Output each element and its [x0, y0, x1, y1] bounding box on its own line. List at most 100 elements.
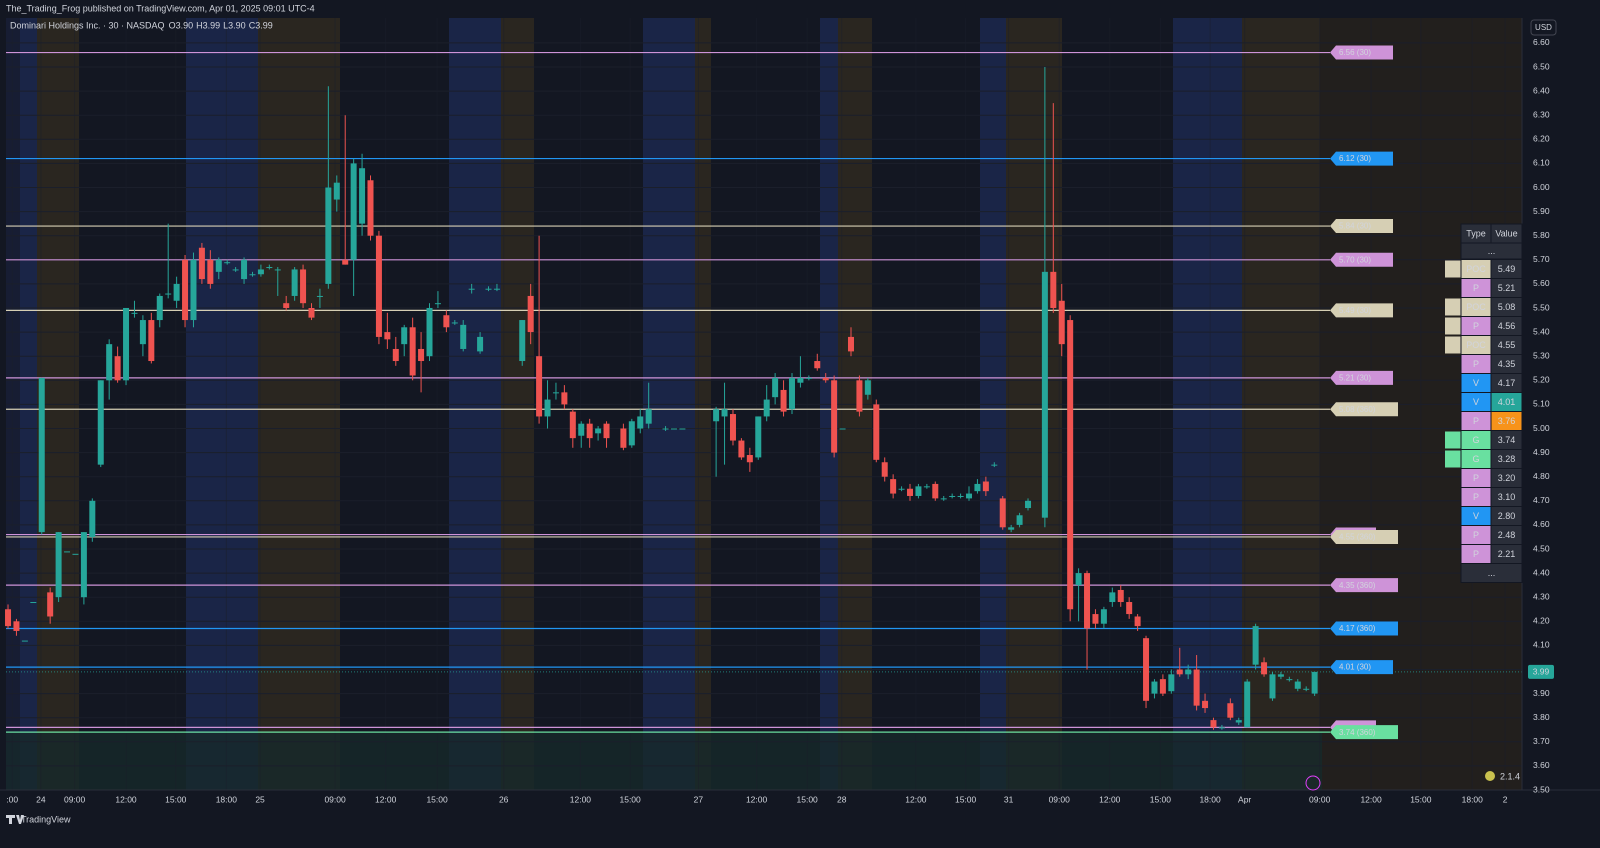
x-tick-label: 15:00 [619, 794, 641, 804]
candle-body [1092, 614, 1099, 624]
level-label: 6.56 (30) [1339, 48, 1371, 57]
publisher: The_Trading_Frog published on TradingVie… [6, 3, 315, 13]
candle-body [1016, 515, 1023, 525]
candle-body [831, 380, 838, 453]
candle-body [763, 399, 770, 417]
candle-body [13, 621, 20, 631]
x-tick-label: 15:00 [1150, 794, 1172, 804]
candle-body [426, 308, 433, 357]
logo [6, 815, 24, 824]
candle-body [1244, 681, 1251, 728]
y-tick-label: 5.40 [1533, 326, 1550, 336]
candle-body [266, 267, 273, 269]
x-tick-label: 15:00 [797, 794, 819, 804]
level-label: 5.70 (30) [1339, 255, 1371, 264]
row-swatch [1445, 317, 1461, 335]
candle-body [1303, 688, 1310, 690]
y-tick-label: 4.40 [1533, 567, 1550, 577]
candle-body [1252, 626, 1259, 665]
candle-body [873, 404, 880, 460]
candle-body [713, 409, 720, 422]
row-value: 5.08 [1498, 302, 1516, 312]
ohlc-value: 3.99 [203, 20, 221, 30]
candle-body [274, 269, 281, 271]
y-tick-label: 4.80 [1533, 471, 1550, 481]
level-tag [1330, 252, 1393, 267]
y-tick-label: 5.50 [1533, 302, 1550, 312]
level-label: 4.17 (360) [1339, 624, 1376, 633]
candle-body [148, 320, 155, 362]
candle-body [1151, 681, 1158, 694]
y-tick-label: 6.00 [1533, 182, 1550, 192]
candle-body [291, 269, 298, 296]
candle-body [552, 392, 559, 394]
candle-body [536, 356, 543, 417]
candle-body [1084, 573, 1091, 629]
candle-body [257, 269, 264, 275]
row-value: 4.01 [1498, 397, 1516, 407]
candle-body [5, 609, 12, 627]
candle-body [746, 455, 753, 463]
y-tick-label: 4.90 [1533, 447, 1550, 457]
candle-body [662, 428, 669, 430]
candle-body [375, 235, 382, 337]
currency[interactable]: USD [1535, 23, 1552, 32]
candle-body [72, 553, 79, 555]
candle-body [468, 288, 475, 290]
frog-icon [1485, 771, 1495, 781]
y-tick-label: 3.80 [1533, 712, 1550, 722]
candle-body [974, 483, 981, 492]
candle-body [772, 377, 779, 398]
alert-icon[interactable] [1305, 775, 1321, 791]
row-type: P [1473, 321, 1479, 331]
candle-body [97, 380, 104, 465]
row-value: 4.55 [1498, 340, 1516, 350]
level-tag [1330, 578, 1398, 593]
level-tag [1330, 45, 1393, 60]
row-type: P [1473, 283, 1479, 293]
currency-button[interactable] [1530, 19, 1557, 36]
level-tag [1330, 370, 1393, 385]
x-tick-label: 12:00 [375, 794, 397, 804]
level-label: 5.21 (30) [1339, 373, 1371, 382]
table-more: ... [1488, 568, 1496, 578]
candle-body [957, 495, 964, 497]
y-tick-label: 6.20 [1533, 134, 1550, 144]
candle-body [1261, 662, 1268, 675]
y-tick-label: 6.50 [1533, 61, 1550, 71]
y-tick-label: 5.20 [1533, 375, 1550, 385]
candle-body [814, 361, 821, 369]
candle-body [1168, 674, 1175, 692]
ohlc: O 3.90 H 3.99 L 3.90 C 3.99 [169, 20, 273, 30]
candle-body [21, 640, 28, 642]
candle-body [755, 416, 762, 458]
row-type: POC [1466, 302, 1486, 312]
row-type: P [1473, 549, 1479, 559]
y-tick-label: 3.50 [1533, 784, 1550, 794]
candle-body [232, 269, 239, 271]
y-tick-label: 6.60 [1533, 37, 1550, 47]
candle-body [628, 421, 635, 446]
x-tick-label: 12:00 [746, 794, 768, 804]
candle-body [1067, 320, 1074, 610]
candle-body [207, 259, 214, 284]
candle-body [679, 428, 686, 430]
row-type: P [1473, 359, 1479, 369]
candle-body [645, 409, 652, 424]
y-tick-label: 5.70 [1533, 254, 1550, 264]
y-tick-label: 5.00 [1533, 423, 1550, 433]
row-swatch [1445, 336, 1461, 354]
row-value: 2.80 [1498, 511, 1516, 521]
y-tick-label: 3.60 [1533, 760, 1550, 770]
row-value: 4.17 [1498, 378, 1516, 388]
x-tick-label: 15:00 [955, 794, 977, 804]
row-type: V [1473, 397, 1479, 407]
candle-body [89, 500, 96, 537]
row-swatch [1445, 298, 1461, 316]
candle-body [1286, 679, 1293, 681]
y-tick-label: 5.80 [1533, 230, 1550, 240]
candle-body [940, 498, 947, 500]
candle-body [114, 356, 121, 381]
level-tag [1330, 219, 1393, 234]
candle-body [1277, 674, 1284, 677]
